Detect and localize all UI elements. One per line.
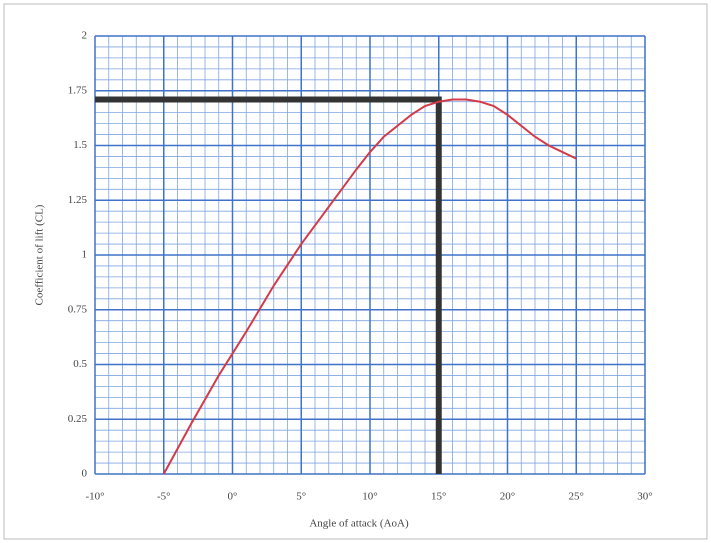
frame <box>4 4 707 539</box>
y-tick-label: 1.75 <box>68 84 88 96</box>
y-tick-label: 1.25 <box>68 194 88 206</box>
x-tick-label: -5° <box>157 491 171 503</box>
x-tick-label: 30° <box>637 491 652 503</box>
x-tick-label: 0° <box>228 491 238 503</box>
x-tick-label: 15° <box>431 491 446 503</box>
y-tick-label: 2 <box>82 30 88 42</box>
y-tick-label: 0.5 <box>73 358 87 370</box>
x-tick-label: 20° <box>500 491 515 503</box>
x-tick-label: 5° <box>296 491 306 503</box>
y-tick-label: 1 <box>82 249 88 261</box>
x-tick-label: -10° <box>85 491 104 503</box>
y-tick-label: 0 <box>82 468 88 480</box>
y-tick-label: 0.25 <box>68 413 88 425</box>
x-axis-label: Angle of attack (AoA) <box>309 518 409 530</box>
x-tick-label: 25° <box>569 491 584 503</box>
y-tick-label: 0.75 <box>68 303 88 315</box>
y-axis-label: Coefficient of lift (CL) <box>34 204 46 305</box>
x-tick-label: 10° <box>362 491 377 503</box>
chart: Angle of attack (AoA) Coefficient of lif… <box>0 0 711 543</box>
y-tick-label: 1.5 <box>73 139 87 151</box>
page: {"chart_data": {"type": "line", "x_label… <box>0 0 711 543</box>
